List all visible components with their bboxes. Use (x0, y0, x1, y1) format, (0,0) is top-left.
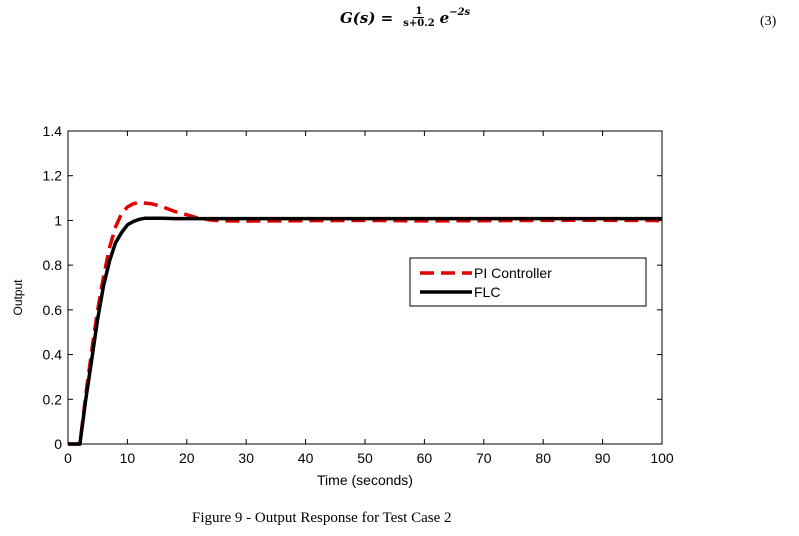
y-tick-label: 1.4 (43, 123, 63, 139)
x-tick-label: 100 (650, 450, 674, 466)
legend-label: PI Controller (474, 265, 552, 281)
x-tick-label: 40 (298, 450, 314, 466)
x-tick-label: 90 (595, 450, 611, 466)
x-tick-label: 10 (120, 450, 136, 466)
equation-denominator: s+0.2 (403, 18, 435, 29)
x-axis-label: Time (seconds) (317, 472, 413, 488)
legend-box (409, 257, 647, 307)
y-tick-label: 1 (54, 212, 62, 228)
legend-label: FLC (474, 284, 500, 300)
y-tick-label: 0.2 (43, 391, 63, 407)
series-line-pi-controller (68, 200, 663, 446)
y-tick-label: 0.8 (43, 257, 63, 273)
equation-number: (3) (760, 14, 777, 29)
x-tick-label: 20 (179, 450, 195, 466)
equation-exponent: −2s (449, 6, 471, 18)
series-lines (68, 200, 663, 446)
transfer-function-equation: G(s) = 1 s+0.2 e−2s (340, 6, 470, 29)
axis-ticks: 0 10 20 30 40 50 60 70 80 90 100 0 0.2 0.4 0.6 0.8 1 1.2 1… (43, 123, 674, 466)
x-tick-label: 60 (417, 450, 433, 466)
x-tick-label: 0 (64, 450, 72, 466)
y-tick-label: 1.2 (43, 168, 63, 184)
x-tick-label: 70 (476, 450, 492, 466)
equation-fraction: 1 s+0.2 (401, 6, 436, 29)
y-tick-label: 0 (54, 436, 62, 452)
legend: PI Controller FLC (409, 257, 647, 307)
y-tick-label: 0.4 (43, 347, 63, 363)
series-line-flc (68, 216, 662, 446)
x-tick-label: 30 (238, 450, 254, 466)
figure-caption: Figure 9 - Output Response for Test Case… (192, 510, 452, 526)
equation-numerator: 1 (413, 6, 425, 18)
x-tick-label: 50 (357, 450, 373, 466)
equation-exponential-base: e (439, 8, 450, 27)
x-tick-label: 80 (535, 450, 551, 466)
y-axis-label: Output (11, 279, 25, 316)
equation-lhs: G(s) = (340, 8, 394, 27)
y-tick-label: 0.6 (43, 302, 63, 318)
equation-exponential: e−2s (439, 6, 471, 27)
